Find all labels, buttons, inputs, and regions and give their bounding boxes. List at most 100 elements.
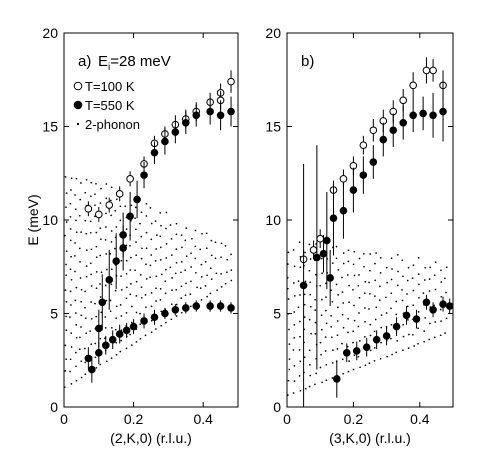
data-point-550k [216,302,225,310]
two-phonon-dot [149,264,152,267]
two-phonon-dot [175,248,178,250]
two-phonon-dot [89,231,92,234]
two-phonon-dot [85,232,88,235]
two-phonon-dot [99,202,102,204]
two-phonon-dot [417,327,419,330]
data-point-550k [133,195,141,204]
data-point-550k [105,276,114,284]
two-phonon-dot [190,252,192,255]
data-point-100k [84,204,93,213]
two-phonon-dot [324,282,327,285]
two-phonon-dot [230,279,233,282]
two-phonon-dot [321,272,323,275]
two-phonon-dot [114,328,117,331]
two-phonon-dot [417,273,420,275]
data-point-550k [140,317,148,325]
two-phonon-dot [145,263,147,266]
data-point-550k [84,354,93,363]
two-phonon-dot [210,278,213,280]
two-phonon-dot [180,261,183,263]
two-phonon-dot [368,281,370,284]
data-point-550k [98,298,107,307]
two-phonon-dot [94,193,96,196]
two-phonon-dot [293,265,296,268]
two-phonon-dot [100,271,103,274]
two-phonon-dot [341,342,343,345]
two-phonon-dot [150,319,153,322]
two-phonon-dot [130,256,132,259]
two-phonon-dot [429,322,431,325]
two-phonon-dot [135,254,138,257]
two-phonon-dot [401,289,403,291]
legend: T=100 K T=550 K 2-phonon [73,79,140,132]
two-phonon-dot [385,266,388,269]
energy-annotation: Ei=28 meV [98,53,171,73]
two-phonon-dot [319,366,322,369]
two-phonon-dot [395,300,398,303]
two-phonon-dot [129,293,132,296]
two-phonon-dot [95,182,97,185]
two-phonon-dot [353,304,355,307]
two-phonon-dot [75,336,78,339]
legend-marker [73,81,83,91]
two-phonon-dot [180,234,183,236]
two-phonon-dot [189,293,192,295]
two-phonon-dot [321,381,323,384]
two-phonon-dot [348,301,350,304]
two-phonon-dot [309,293,312,296]
two-phonon-dot [353,250,356,253]
two-phonon-dot [75,219,77,222]
two-phonon-dot [129,333,131,336]
two-phonon-dot [155,300,157,302]
two-phonon-dot [200,299,203,301]
two-phonon-dot [85,249,88,252]
two-phonon-dot [230,269,233,271]
two-phonon-dot [335,245,338,248]
two-phonon-dot [115,353,118,356]
two-phonon-dot [65,192,68,194]
two-phonon-dot [155,287,157,290]
two-phonon-dot [353,319,356,322]
two-phonon-dot [175,233,178,236]
data-point-550k [119,231,127,239]
two-phonon-dot [324,336,327,338]
two-phonon-dot [94,204,96,207]
two-phonon-dot [364,280,367,283]
two-phonon-dot [220,242,223,245]
two-phonon-dot [359,366,361,369]
data-point-550k [392,322,401,331]
data-point-550k [182,304,190,312]
data-point-550k [319,249,328,258]
two-phonon-dot [105,299,108,302]
two-phonon-dot [181,246,183,249]
two-phonon-dot [434,288,437,291]
two-phonon-dot [80,288,83,291]
two-phonon-dot [149,276,151,279]
two-phonon-dot [105,183,108,185]
two-phonon-dot [99,363,102,366]
two-phonon-dot [309,374,312,377]
two-phonon-dot [206,295,208,298]
two-phonon-dot [210,239,213,242]
data-point-100k [115,190,124,198]
two-phonon-dot [304,387,307,390]
two-phonon-dot [159,246,162,249]
two-phonon-dot [358,340,361,342]
two-phonon-dot [139,312,141,315]
two-phonon-dot [65,315,67,318]
two-phonon-dot [342,262,345,265]
two-phonon-dot [390,337,392,340]
two-phonon-dot [65,250,68,253]
two-phonon-dot [406,279,409,282]
two-phonon-dot [190,266,192,268]
two-phonon-dot [95,231,98,234]
two-phonon-dot [314,321,317,324]
legend-label: 2-phonon [85,117,140,132]
two-phonon-dot [94,215,96,218]
two-phonon-dot [297,280,300,282]
two-phonon-dot [287,298,290,300]
two-phonon-dot [320,328,323,331]
data-point-550k [419,109,427,118]
two-phonon-dot [114,209,117,212]
two-phonon-dot [293,295,296,297]
